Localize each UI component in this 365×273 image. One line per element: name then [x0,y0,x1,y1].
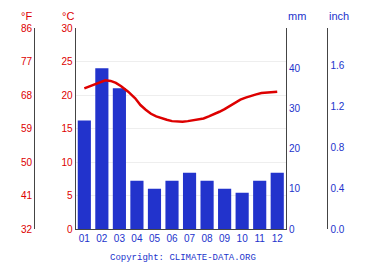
svg-text:mm: mm [288,10,306,22]
svg-text:0.8: 0.8 [330,142,344,153]
svg-text:77: 77 [21,56,33,67]
svg-text:25: 25 [61,56,73,67]
svg-text:0.0: 0.0 [330,224,344,235]
svg-text:30: 30 [61,23,73,34]
svg-text:0: 0 [289,224,295,235]
svg-text:5: 5 [67,190,73,201]
svg-text:10: 10 [237,233,249,244]
svg-text:inch: inch [329,10,349,22]
svg-text:0.4: 0.4 [330,183,344,194]
svg-text:06: 06 [166,233,178,244]
svg-text:20: 20 [61,90,73,101]
svg-text:04: 04 [131,233,143,244]
svg-text:15: 15 [61,123,73,134]
svg-text:07: 07 [184,233,196,244]
svg-text:01: 01 [79,233,91,244]
svg-text:50: 50 [21,157,33,168]
svg-text:59: 59 [21,123,33,134]
svg-text:°F: °F [21,10,32,22]
svg-text:40: 40 [289,63,301,74]
svg-text:08: 08 [202,233,214,244]
svg-text:°C: °C [62,10,74,22]
svg-text:30: 30 [289,103,301,114]
svg-text:10: 10 [61,157,73,168]
svg-text:03: 03 [114,233,126,244]
svg-text:05: 05 [149,233,161,244]
svg-text:09: 09 [219,233,231,244]
svg-text:1.6: 1.6 [330,60,344,71]
svg-text:86: 86 [21,23,33,34]
svg-text:10: 10 [289,183,301,194]
svg-text:32: 32 [21,224,33,235]
svg-text:68: 68 [21,90,33,101]
svg-text:12: 12 [272,233,284,244]
svg-text:0: 0 [67,224,73,235]
svg-text:1.2: 1.2 [330,101,344,112]
svg-text:02: 02 [96,233,108,244]
svg-text:41: 41 [21,190,33,201]
svg-text:20: 20 [289,143,301,154]
svg-text:Copyright: CLIMATE-DATA.ORG: Copyright: CLIMATE-DATA.ORG [110,253,256,263]
svg-text:11: 11 [254,233,265,244]
